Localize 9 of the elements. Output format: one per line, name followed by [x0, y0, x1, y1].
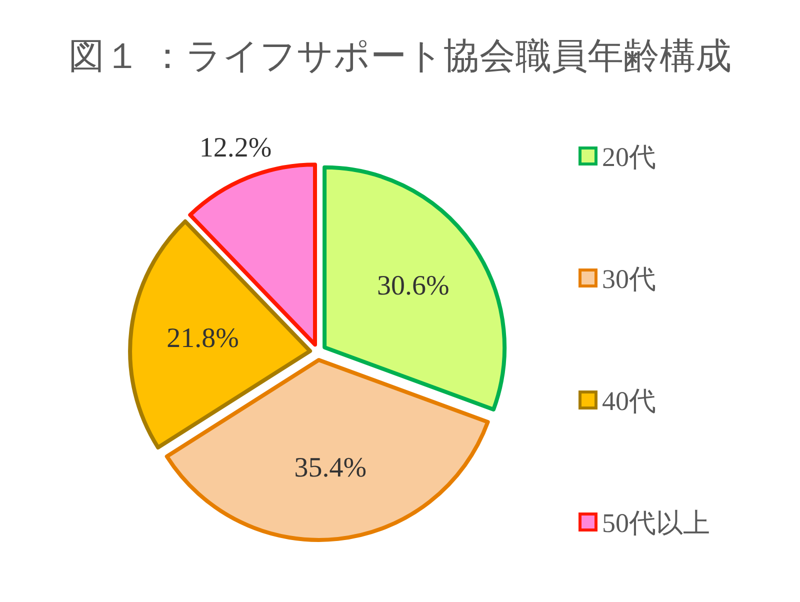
legend-label: 40代: [602, 386, 656, 416]
data-label: 12.2%: [199, 132, 272, 164]
data-label: 30.6%: [376, 270, 450, 302]
legend-label: 20代: [602, 142, 656, 172]
legend-label: 50代以上: [602, 508, 710, 538]
chart-title: 図１ ：ライフサポート協会職員年齢構成: [68, 36, 732, 76]
legend-label: 30代: [602, 264, 656, 294]
data-label: 35.4%: [294, 452, 367, 484]
data-label: 21.8%: [166, 323, 239, 354]
